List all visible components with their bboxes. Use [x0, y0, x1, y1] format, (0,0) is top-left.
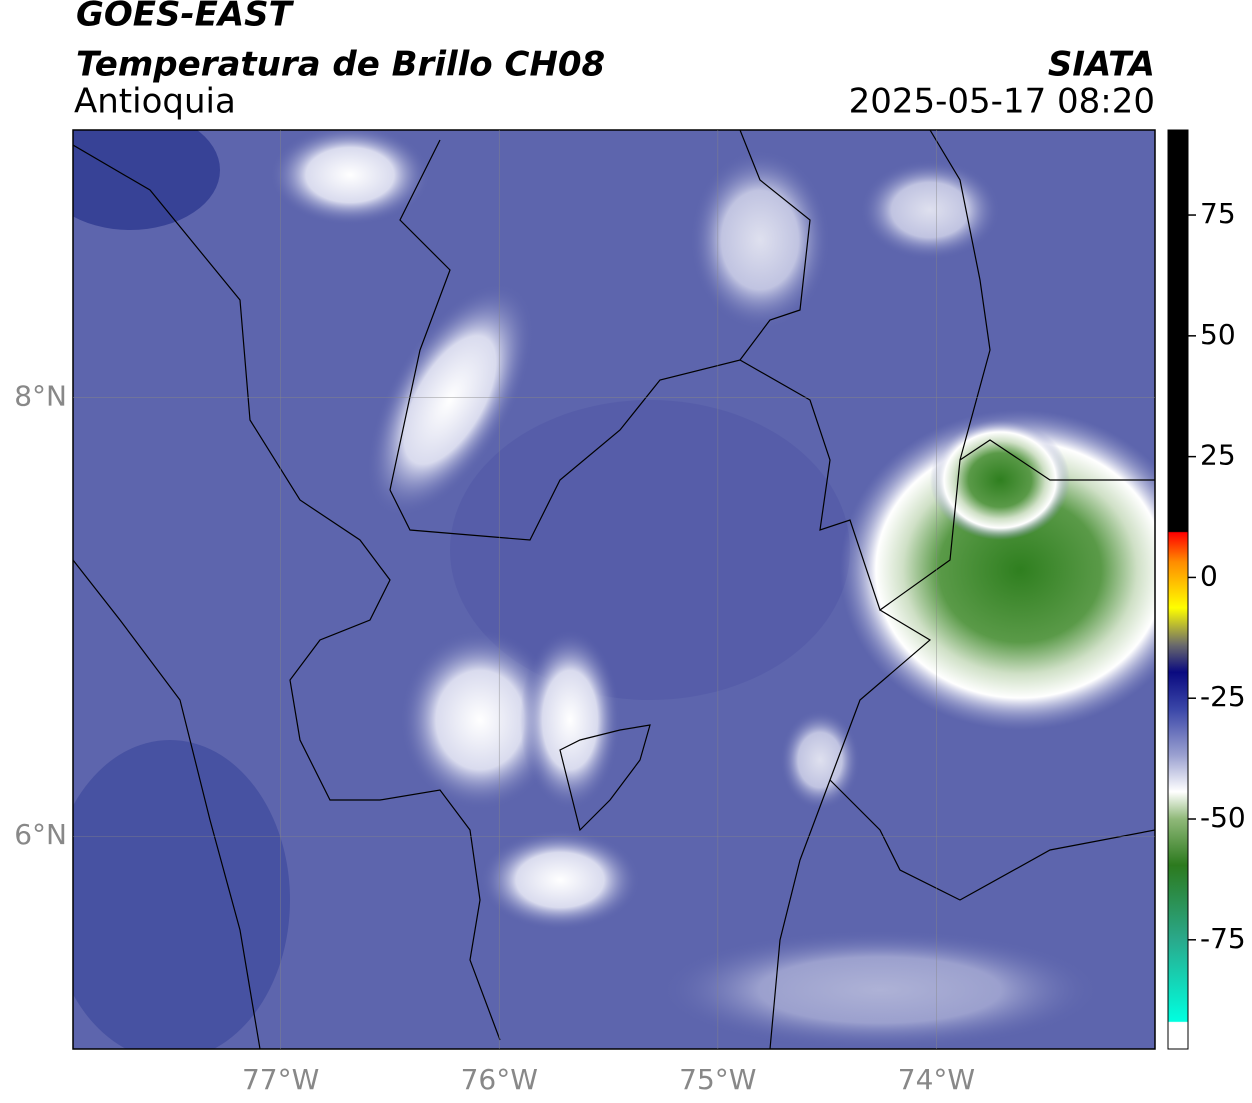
source: SIATA — [1048, 45, 1155, 85]
y-tick-label: 8°N — [14, 380, 67, 413]
subtitle: Temperatura de Brillo CH08 — [76, 45, 605, 85]
map-image — [73, 130, 1155, 1049]
colorbar-tick-label: 75 — [1200, 197, 1236, 230]
colorbar — [1167, 129, 1189, 1050]
x-tick-label: 75°W — [679, 1063, 756, 1096]
colorbar-tick-label: -50 — [1200, 801, 1246, 834]
colorbar-tick-label: -75 — [1200, 922, 1246, 955]
x-tick-label: 76°W — [461, 1063, 538, 1096]
colorbar-tick-label: 0 — [1200, 559, 1218, 592]
colorbar-tick-label: -25 — [1200, 680, 1246, 713]
x-tick-label: 74°W — [898, 1063, 975, 1096]
map-frame — [72, 129, 1156, 1050]
colorbar-tick-label: 50 — [1200, 318, 1236, 351]
datetime: 2025-05-17 08:20 — [849, 82, 1155, 122]
y-tick-label: 6°N — [14, 818, 67, 851]
colorbar-tick-label: 25 — [1200, 439, 1236, 472]
title: GOES-EAST — [76, 0, 295, 35]
x-tick-label: 77°W — [242, 1063, 319, 1096]
region: Antioquia — [74, 82, 236, 122]
